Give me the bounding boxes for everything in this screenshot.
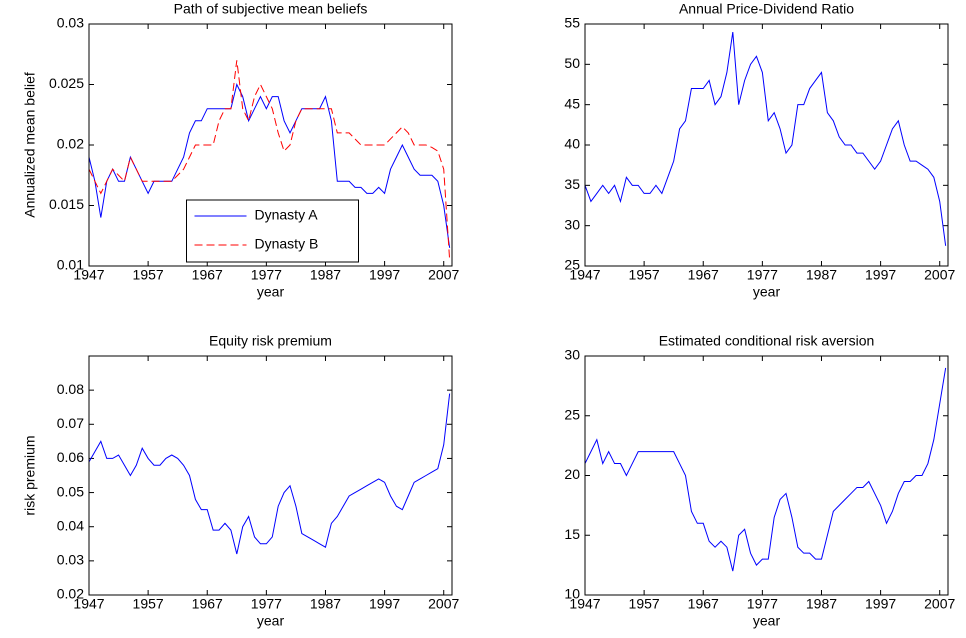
axes-box bbox=[88, 355, 453, 596]
x-tick-label: 1967 bbox=[192, 596, 223, 612]
y-tick-label: 40 bbox=[564, 136, 580, 152]
data-line bbox=[584, 31, 947, 246]
y-tick-label: 0.03 bbox=[57, 552, 84, 568]
x-tick-label: 1987 bbox=[806, 596, 837, 612]
x-tick-label: 1947 bbox=[569, 267, 600, 283]
y-tick-label: 0.04 bbox=[57, 517, 84, 533]
y-tick-label: 0.025 bbox=[49, 75, 84, 91]
chart-title: Estimated conditional risk aversion bbox=[659, 333, 875, 349]
y-tick-label: 0.06 bbox=[57, 449, 84, 465]
x-tick-label: 2007 bbox=[924, 267, 955, 283]
x-tick-label: 1957 bbox=[629, 596, 660, 612]
y-tick-label: 0.05 bbox=[57, 483, 84, 499]
x-tick-label: 1957 bbox=[133, 267, 164, 283]
x-axis-label: year bbox=[257, 284, 285, 300]
x-axis-label: year bbox=[257, 613, 285, 629]
x-tick-label: 1967 bbox=[688, 596, 719, 612]
x-tick-label: 1997 bbox=[369, 596, 400, 612]
x-tick-label: 1987 bbox=[806, 267, 837, 283]
x-tick-label: 1947 bbox=[73, 267, 104, 283]
x-tick-label: 2007 bbox=[924, 596, 955, 612]
legend-label: Dynasty A bbox=[255, 207, 319, 223]
y-axis-label: Annualized mean belief bbox=[22, 72, 38, 218]
x-tick-label: 1987 bbox=[310, 267, 341, 283]
data-line bbox=[584, 367, 947, 572]
x-tick-label: 1997 bbox=[369, 267, 400, 283]
y-tick-label: 20 bbox=[564, 466, 580, 482]
data-line bbox=[88, 393, 451, 555]
y-tick-label: 0.03 bbox=[57, 15, 84, 31]
x-axis-label: year bbox=[753, 613, 781, 629]
y-tick-label: 10 bbox=[564, 586, 580, 602]
axes-box bbox=[584, 23, 949, 267]
y-tick-label: 0.07 bbox=[57, 415, 84, 431]
x-tick-label: 1987 bbox=[310, 596, 341, 612]
x-tick-label: 1957 bbox=[133, 596, 164, 612]
y-tick-label: 0.01 bbox=[57, 257, 84, 273]
legend-box bbox=[186, 199, 359, 263]
chart-title: Path of subjective mean beliefs bbox=[174, 1, 368, 17]
x-tick-label: 1967 bbox=[688, 267, 719, 283]
x-tick-label: 1947 bbox=[569, 596, 600, 612]
y-tick-label: 35 bbox=[564, 176, 580, 192]
y-tick-label: 55 bbox=[564, 15, 580, 31]
x-tick-label: 2007 bbox=[428, 267, 459, 283]
x-tick-label: 1977 bbox=[251, 596, 282, 612]
x-tick-label: 1957 bbox=[629, 267, 660, 283]
y-tick-label: 30 bbox=[564, 216, 580, 232]
data-line bbox=[88, 60, 451, 260]
x-axis-label: year bbox=[753, 284, 781, 300]
y-tick-label: 0.02 bbox=[57, 136, 84, 152]
y-tick-label: 0.08 bbox=[57, 381, 84, 397]
axes-box bbox=[584, 355, 949, 596]
y-tick-label: 15 bbox=[564, 526, 580, 542]
y-axis-label: risk premium bbox=[22, 435, 38, 515]
x-tick-label: 1997 bbox=[865, 267, 896, 283]
axes-box bbox=[88, 23, 453, 267]
x-tick-label: 1997 bbox=[865, 596, 896, 612]
plot-area bbox=[585, 356, 948, 595]
x-tick-label: 1967 bbox=[192, 267, 223, 283]
y-tick-label: 0.015 bbox=[49, 196, 84, 212]
chart-title: Annual Price-Dividend Ratio bbox=[679, 1, 854, 17]
y-tick-label: 25 bbox=[564, 257, 580, 273]
plot-area bbox=[585, 24, 948, 266]
y-tick-label: 30 bbox=[564, 347, 580, 363]
plot-area bbox=[89, 356, 452, 595]
legend-label: Dynasty B bbox=[255, 236, 319, 252]
chart-title: Equity risk premium bbox=[209, 333, 332, 349]
y-tick-label: 25 bbox=[564, 406, 580, 422]
x-tick-label: 1947 bbox=[73, 596, 104, 612]
x-tick-label: 1977 bbox=[251, 267, 282, 283]
x-tick-label: 1977 bbox=[747, 596, 778, 612]
x-tick-label: 2007 bbox=[428, 596, 459, 612]
y-tick-label: 50 bbox=[564, 55, 580, 71]
y-tick-label: 45 bbox=[564, 95, 580, 111]
y-tick-label: 0.02 bbox=[57, 586, 84, 602]
x-tick-label: 1977 bbox=[747, 267, 778, 283]
